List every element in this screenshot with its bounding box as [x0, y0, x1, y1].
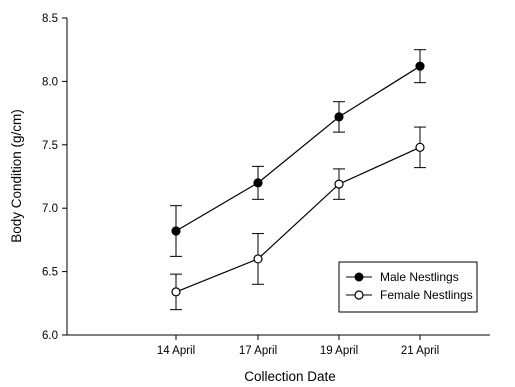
y-tick-label: 8.5	[42, 13, 58, 25]
legend-male-marker	[354, 272, 364, 282]
data-point	[253, 178, 263, 188]
series-line	[175, 65, 421, 232]
data-point	[171, 287, 181, 297]
x-tick-label: 21 April	[401, 345, 439, 357]
y-tick-label: 6.5	[42, 267, 58, 279]
legend-female-label: Female Nestlings	[380, 288, 473, 302]
series-female-nestlings	[170, 126, 426, 311]
legend-female-marker	[354, 290, 364, 300]
y-tick-label: 6.0	[42, 330, 58, 342]
y-ticks: 6.0 6.5 7.0 7.5 8.0 8.5	[42, 13, 67, 342]
series-male-nestlings	[170, 49, 426, 257]
x-axis-label: Collection Date	[244, 369, 336, 384]
series-line	[175, 146, 421, 293]
y-axis-label: Body Condition (g/cm)	[9, 109, 24, 243]
x-tick-label: 19 April	[320, 345, 358, 357]
series-layer	[170, 49, 426, 311]
x-tick-label: 17 April	[239, 345, 277, 357]
x-ticks: 14 April 17 April 19 April 21 April	[157, 335, 439, 357]
legend: Male Nestlings Female Nestlings	[338, 261, 478, 313]
data-point	[171, 226, 181, 236]
data-point	[334, 112, 344, 122]
y-tick-label: 8.0	[42, 76, 58, 88]
data-point	[334, 179, 344, 189]
x-tick-label: 14 April	[157, 345, 195, 357]
y-tick-label: 7.5	[42, 140, 58, 152]
y-tick-label: 7.0	[42, 203, 58, 215]
legend-box	[338, 261, 478, 313]
data-point	[253, 254, 263, 264]
legend-male-label: Male Nestlings	[380, 270, 459, 284]
data-point	[415, 142, 425, 152]
data-point	[415, 61, 425, 71]
